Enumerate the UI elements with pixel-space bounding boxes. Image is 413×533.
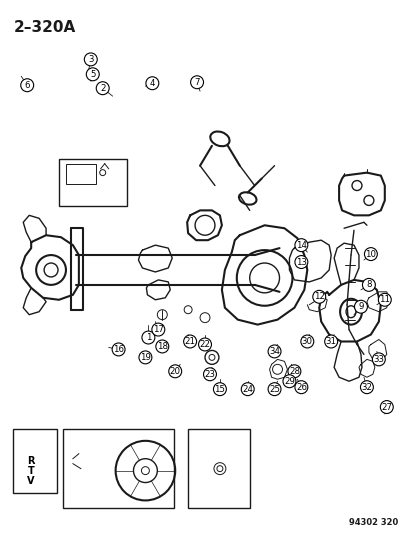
Text: 21: 21 [184,337,195,346]
Circle shape [360,381,373,394]
Text: 34: 34 [268,347,279,356]
Bar [63,429,174,508]
Circle shape [371,353,385,366]
Text: 32: 32 [361,383,372,392]
Circle shape [300,335,313,348]
Circle shape [294,239,307,252]
Text: 28: 28 [288,367,299,376]
Circle shape [155,340,169,353]
Circle shape [152,323,164,336]
Circle shape [287,365,300,378]
Bar [66,164,95,183]
Text: 1: 1 [145,333,151,342]
Text: 29: 29 [283,377,294,386]
Circle shape [377,293,390,306]
Text: 31: 31 [325,337,336,346]
Text: 26: 26 [295,383,306,392]
Circle shape [213,383,226,395]
Text: 23: 23 [204,370,215,379]
Circle shape [294,256,307,269]
Text: 25: 25 [268,385,279,394]
Text: 33: 33 [373,355,383,364]
Text: 2–320A: 2–320A [13,20,76,35]
Circle shape [282,375,295,387]
Circle shape [190,76,203,88]
Circle shape [96,82,109,95]
Text: 8: 8 [365,280,371,289]
Circle shape [139,351,152,364]
Circle shape [324,335,337,348]
Text: 17: 17 [152,325,164,334]
Text: 16: 16 [113,345,124,354]
Text: 22: 22 [199,340,210,349]
Text: 5: 5 [90,70,95,79]
Bar [188,429,249,508]
Text: 2: 2 [100,84,105,93]
Circle shape [84,53,97,66]
Text: 11: 11 [378,295,389,304]
Text: 10: 10 [365,249,375,259]
Circle shape [198,338,211,351]
Text: 6: 6 [24,80,30,90]
Text: 30: 30 [301,337,312,346]
Text: 4: 4 [149,79,155,88]
Circle shape [354,300,366,313]
Text: 15: 15 [214,385,225,394]
Circle shape [112,343,125,356]
Text: 19: 19 [140,353,150,362]
Circle shape [241,383,254,395]
Text: 24: 24 [242,385,253,394]
Text: 14: 14 [295,240,306,249]
Circle shape [268,345,280,358]
Bar [13,429,57,494]
Circle shape [312,290,325,303]
Circle shape [361,278,375,292]
Text: 27: 27 [380,402,392,411]
Circle shape [203,368,216,381]
Circle shape [183,335,196,348]
Bar [59,159,126,206]
Text: 20: 20 [169,367,180,376]
Text: 18: 18 [157,342,167,351]
Circle shape [142,331,154,344]
Text: V: V [27,475,35,486]
Text: 7: 7 [194,78,199,87]
Circle shape [294,381,307,394]
Circle shape [380,401,392,414]
Circle shape [169,365,181,378]
Circle shape [363,248,376,261]
Text: 12: 12 [313,292,324,301]
Circle shape [86,68,99,81]
Circle shape [21,79,33,92]
Text: 13: 13 [295,257,306,266]
Text: 9: 9 [357,302,363,311]
Text: T: T [28,466,34,475]
Text: 3: 3 [88,55,93,64]
Text: 94302 320: 94302 320 [349,518,398,527]
Circle shape [268,383,280,395]
Circle shape [145,77,159,90]
Text: R: R [27,456,35,466]
